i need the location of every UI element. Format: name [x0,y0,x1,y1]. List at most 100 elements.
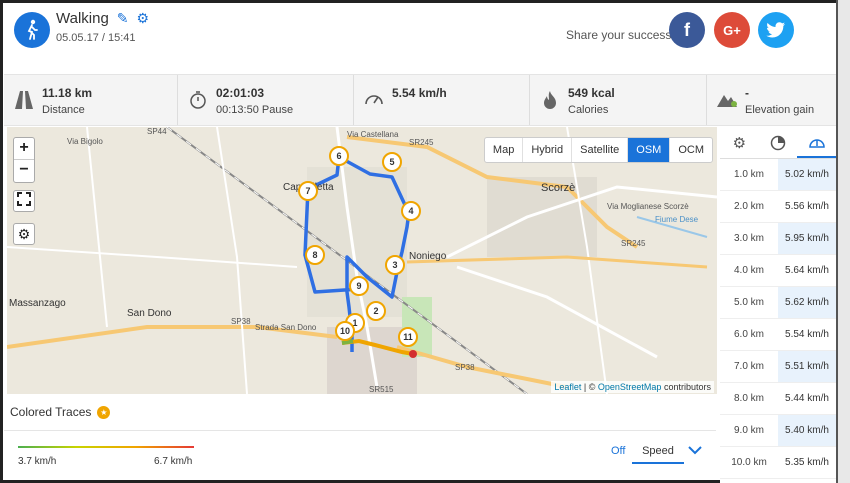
split-speed: 5.64 km/h [785,265,829,276]
stat-label: Distance [42,104,85,116]
split-speed: 5.51 km/h [778,351,836,382]
route-waypoint[interactable]: 9 [349,276,369,296]
osm-link[interactable]: OpenStreetMap [597,382,662,392]
pace-tab[interactable] [759,127,798,158]
zoom-out-button[interactable]: − [19,161,29,178]
walking-icon [14,12,50,48]
map-settings-button[interactable]: ⚙ [13,223,35,245]
split-speed: 5.35 km/h [785,457,829,468]
zoom-control: + − [13,137,35,183]
chevron-down-icon[interactable] [688,442,702,458]
split-row: 9.0 km 5.40 km/h [720,415,836,447]
speedometer-icon [364,91,384,111]
attribution-text: contributors [663,382,711,392]
gradient-min-label: 3.7 km/h [18,456,57,467]
zoom-in-button[interactable]: + [14,138,34,160]
split-row: 5.0 km 5.62 km/h [720,287,836,319]
leaflet-link[interactable]: Leaflet [554,382,582,392]
split-speed: 5.54 km/h [785,329,829,340]
pie-icon [770,135,786,150]
activity-title: Walking [56,10,109,27]
layer-switcher: Map Hybrid Satellite OSM OCM [483,137,713,163]
route-waypoint[interactable]: 6 [329,146,349,166]
layer-map[interactable]: Map [485,138,524,162]
split-distance: 6.0 km [733,329,764,340]
stat-label: 00:13:50 Pause [216,104,294,116]
fullscreen-button[interactable] [13,190,35,212]
road-label: SP38 [455,363,475,372]
speed-tab[interactable] [797,127,837,158]
fullscreen-icon [17,192,31,206]
attribution-sep: | © [583,382,596,392]
googleplus-share-button[interactable]: G+ [714,12,750,48]
stat-value: 5.54 km/h [392,86,447,100]
route-waypoint[interactable]: 7 [298,181,318,201]
twitter-icon [766,22,785,38]
pencil-icon[interactable]: ✎ [116,10,129,26]
split-distance: 4.0 km [733,265,764,276]
traces-off-option[interactable]: Off [611,445,626,457]
split-distance: 8.0 km [733,393,764,404]
stat-elevation: - Elevation gain [707,75,836,125]
road-label: Via Moglianese Scorzè [607,202,689,211]
stat-value: - [745,86,749,100]
place-label: San Dono [127,308,172,319]
gear-icon[interactable]: ⚙ [136,10,150,26]
road-label: SR245 [409,138,434,147]
stat-distance: 11.18 km Distance [4,75,178,125]
road-label: SP38 [231,317,251,326]
share-label: Share your success [566,28,672,42]
activity-title-row: Walking ✎ ⚙ [56,10,149,27]
split-speed: 5.02 km/h [778,159,836,190]
split-speed: 5.95 km/h [778,223,836,254]
place-label: Noniego [409,251,447,262]
route-waypoint[interactable]: 2 [366,301,386,321]
gear-icon: ⚙ [17,226,31,242]
split-row: 8.0 km 5.44 km/h [720,383,836,415]
stat-label: Elevation gain [745,104,815,116]
route-waypoint[interactable]: 5 [382,152,402,172]
route-waypoint[interactable]: 8 [305,245,325,265]
traces-metric-select[interactable]: Speed [632,442,684,464]
layer-hybrid[interactable]: Hybrid [523,138,573,162]
road-icon [14,91,34,111]
stats-bar: 11.18 km Distance 02:01:03 00:13:50 Paus… [4,74,836,126]
colored-traces-panel: Colored Traces ★ 3.7 km/h 6.7 km/h Off S… [4,396,716,480]
split-row: 2.0 km 5.56 km/h [720,191,836,223]
splits-header: ⚙ [720,127,837,159]
stat-value: 549 kcal [568,86,615,100]
colored-traces-heading: Colored Traces ★ [10,405,111,419]
split-speed: 5.44 km/h [785,393,829,404]
facebook-share-button[interactable]: f [669,12,705,48]
route-waypoint[interactable]: 3 [385,255,405,275]
stopwatch-icon [188,91,208,111]
route-waypoint[interactable]: 11 [398,327,418,347]
layer-ocm[interactable]: OCM [678,144,704,156]
route-waypoint[interactable]: 10 [335,321,355,341]
river-label: Fiume Dese [655,215,699,224]
layer-satellite[interactable]: Satellite [572,138,629,162]
colored-traces-label: Colored Traces [10,405,92,419]
route-map[interactable]: Scorzè Noniego San Dono Massanzago Cappe… [7,127,717,394]
split-row: 4.0 km 5.64 km/h [720,255,836,287]
activity-header: Walking ✎ ⚙ 05.05.17 / 15:41 Share your … [4,4,836,62]
divider [4,430,716,431]
split-settings-gear-icon[interactable]: ⚙ [732,134,747,152]
split-row: 1.0 km 5.02 km/h [720,159,836,191]
mountain-icon [717,91,737,111]
layer-osm[interactable]: OSM [628,138,671,162]
twitter-share-button[interactable] [758,12,794,48]
flame-icon [540,91,560,111]
route-waypoint[interactable]: 4 [401,201,421,221]
split-distance: 1.0 km [733,169,764,180]
splits-panel: ⚙ 1.0 km 5.02 km/h 2.0 km 5.56 km/h 3.0 km 5.… [720,127,837,483]
star-icon: ★ [97,405,111,419]
stat-value: 02:01:03 [216,86,265,100]
stat-speed: 5.54 km/h [354,75,530,125]
split-row: 10.0 km 5.35 km/h [720,447,836,479]
split-distance: 3.0 km [733,233,764,244]
split-distance: 9.0 km [733,425,764,436]
split-speed: 5.56 km/h [785,201,829,212]
road-label: SP44 [147,127,167,136]
map-attribution: Leaflet | © OpenStreetMap contributors [551,381,714,393]
